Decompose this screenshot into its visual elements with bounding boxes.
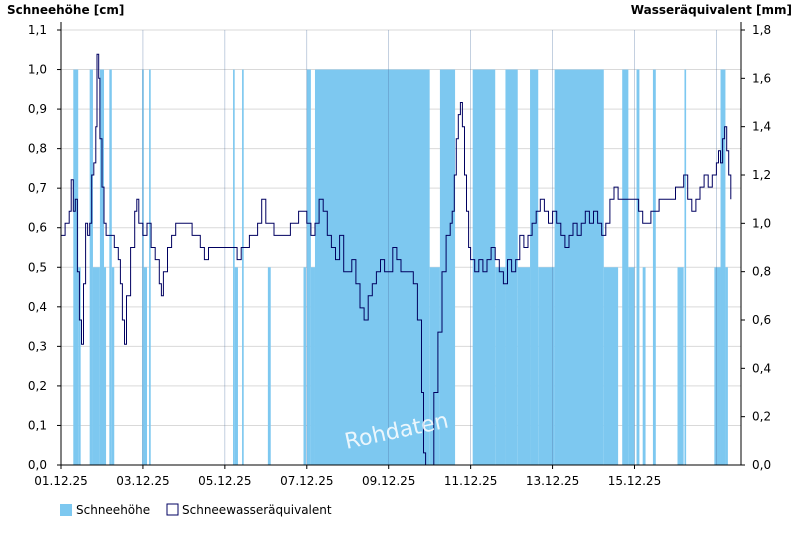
- right-y-ticks: 0,0 0,2 0,4 0,6 0,8 1,0 1,2 1,4 1,6 1,8: [741, 23, 771, 472]
- right-tick-label: 1,4: [752, 120, 771, 134]
- x-ticks: 01.12.25 03.12.25 05.12.25 07.12.25 09.12.25…: [34, 465, 661, 488]
- snow-depth-bar: [303, 267, 306, 465]
- left-tick-label: 0,0: [28, 458, 47, 472]
- snow-depth-bar: [242, 69, 244, 465]
- right-tick-label: 0,0: [752, 458, 771, 472]
- snow-depth-bar: [538, 267, 555, 465]
- snow-depth-bar: [622, 69, 629, 465]
- right-tick-label: 0,8: [752, 265, 771, 279]
- snow-depth-bar: [99, 69, 105, 465]
- right-tick-label: 0,6: [752, 313, 771, 327]
- left-tick-label: 0,7: [28, 181, 47, 195]
- snow-depth-bar: [530, 69, 539, 465]
- right-tick-label: 0,4: [752, 361, 771, 375]
- snow-depth-bar: [143, 267, 148, 465]
- left-tick-label: 0,3: [28, 339, 47, 353]
- snow-depth-bar: [684, 69, 687, 465]
- x-tick-label: 13.12.25: [526, 474, 579, 488]
- snow-depth-bar: [652, 69, 656, 465]
- snow-depth-bar: [720, 69, 726, 465]
- snow-depth-bar: [306, 69, 311, 465]
- x-tick-label: 03.12.25: [116, 474, 169, 488]
- snow-depth-bar: [472, 69, 496, 465]
- right-tick-label: 1,2: [752, 168, 771, 182]
- snow-depth-bar: [725, 267, 728, 465]
- right-axis-title: Wasseräquivalent [mm]: [631, 3, 792, 17]
- right-tick-label: 1,0: [752, 216, 771, 230]
- snow-depth-bar: [233, 69, 235, 465]
- snow-depth-bar: [104, 267, 107, 465]
- snow-depth-bar: [517, 267, 531, 465]
- legend-swatch-snow-depth: [60, 504, 72, 516]
- snow-depth-bar: [677, 267, 684, 465]
- snow-depth-bar: [636, 69, 640, 465]
- right-tick-label: 0,2: [752, 410, 771, 424]
- x-tick-label: 09.12.25: [362, 474, 415, 488]
- x-tick-label: 11.12.25: [444, 474, 497, 488]
- x-tick-label: 05.12.25: [198, 474, 251, 488]
- left-axis-title: Schneehöhe [cm]: [7, 3, 124, 17]
- left-tick-label: 0,5: [28, 260, 47, 274]
- axes: [60, 22, 742, 466]
- snow-depth-bar: [628, 267, 635, 465]
- snow-depth-bar: [642, 267, 646, 465]
- left-tick-label: 0,9: [28, 102, 47, 116]
- legend-label-snow-depth: Schneehöhe: [76, 503, 150, 517]
- legend: Schneehöhe Schneewasseräquivalent: [60, 503, 332, 517]
- snow-depth-bar: [89, 69, 93, 465]
- right-tick-label: 1,8: [752, 23, 771, 37]
- left-y-ticks: 0,0 0,1 0,2 0,3 0,4 0,5 0,6 0,7 0,8 0,9 1,0 1,1: [28, 23, 61, 472]
- snow-depth-bar: [603, 267, 619, 465]
- left-tick-label: 0,8: [28, 142, 47, 156]
- snow-depth-bar: [314, 69, 430, 465]
- left-tick-label: 0,6: [28, 221, 47, 235]
- snow-depth-bar: [234, 267, 238, 465]
- snow-depth-bar: [109, 69, 112, 465]
- water-equivalent-line: [61, 53, 732, 466]
- left-tick-label: 1,1: [28, 23, 47, 37]
- snow-depth-bar: [310, 267, 315, 465]
- snow-depth-bar: [714, 267, 721, 465]
- snow-depth-bar: [495, 267, 506, 465]
- snow-depth-bar: [92, 267, 100, 465]
- right-tick-label: 1,6: [752, 71, 771, 85]
- snow-depth-bar: [78, 267, 81, 465]
- snow-depth-bar: [111, 267, 115, 465]
- snow-depth-bar: [149, 69, 151, 465]
- snow-depth-bar: [429, 267, 440, 465]
- x-tick-label: 01.12.25: [34, 474, 87, 488]
- legend-swatch-water-equivalent: [166, 503, 179, 516]
- left-tick-label: 0,4: [28, 300, 47, 314]
- snow-depth-bar: [73, 69, 79, 465]
- x-tick-label: 15.12.25: [608, 474, 661, 488]
- left-tick-label: 0,1: [28, 418, 47, 432]
- left-tick-label: 0,2: [28, 379, 47, 393]
- snow-depth-bar: [554, 69, 604, 465]
- legend-label-water-equivalent: Schneewasseräquivalent: [182, 503, 332, 517]
- left-tick-label: 1,0: [28, 63, 47, 77]
- x-tick-label: 07.12.25: [280, 474, 333, 488]
- snow-depth-bar: [267, 267, 271, 465]
- snow-depth-bar: [439, 69, 456, 465]
